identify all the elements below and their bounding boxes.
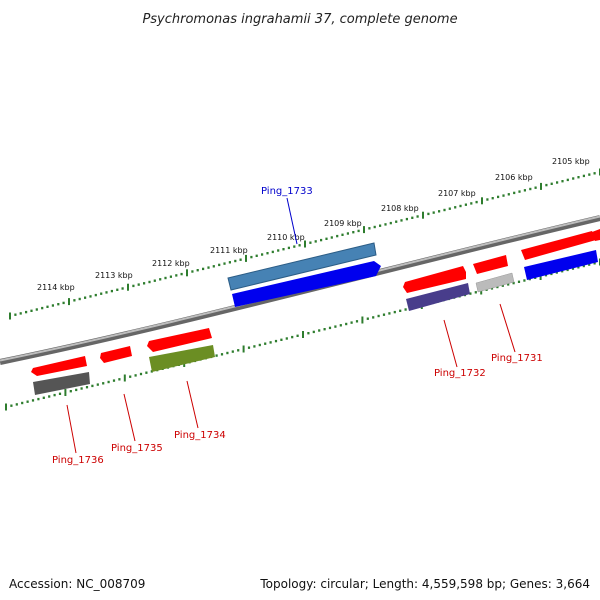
kbp-label: 2109 kbp [324,219,362,228]
kbp-labels: 2114 kbp 2113 kbp 2112 kbp 2111 kbp 2110… [37,157,590,292]
gene-arrow-blue-cds[interactable] [524,250,598,280]
gene-arrow-blue-cds[interactable] [232,261,381,307]
gene-arrow-red-cds[interactable] [403,266,466,293]
kbp-label: 2111 kbp [210,246,248,255]
kbp-label: 2110 kbp [267,233,305,242]
gene-arrow-red-cds[interactable] [31,356,87,376]
gene-label-ping-1732[interactable]: Ping_1732 [434,368,486,379]
gene-label-ping-1736[interactable]: Ping_1736 [52,455,104,466]
gene-arrow-red-cds[interactable] [521,231,596,260]
kbp-label: 2113 kbp [95,271,133,280]
gene-arrow-red-cds[interactable] [473,255,508,274]
gene-labels: Ping_1733 Ping_1732 Ping_1731 Ping_1734 … [52,186,543,466]
gene-arrow-ping-1731[interactable] [475,272,515,293]
genome-summary-text: Topology: circular; Length: 4,559,598 bp… [260,577,590,591]
kbp-label: 2106 kbp [495,173,533,182]
kbp-label: 2112 kbp [152,259,190,268]
gene-arrow-ping-1735[interactable] [100,346,132,363]
label-leaders [66,197,516,454]
gene-label-ping-1733[interactable]: Ping_1733 [261,186,313,197]
gene-arrow-ping-1733[interactable] [227,242,377,291]
gene-arrow-ping-1736[interactable] [33,372,90,395]
gene-features [31,229,600,395]
gene-label-ping-1735[interactable]: Ping_1735 [111,443,163,454]
map-title: Psychromonas ingrahamii 37, complete gen… [142,12,457,27]
kbp-label: 2105 kbp [552,157,590,166]
gene-label-ping-1731[interactable]: Ping_1731 [491,353,543,364]
gene-arrow-red-cds[interactable] [147,328,212,352]
gene-arrow-red-cds[interactable] [592,229,600,241]
gene-arrow-ping-1732[interactable] [406,283,470,311]
accession-text: Accession: NC_008709 [9,577,146,591]
kbp-tick-row-top [9,168,600,320]
kbp-label: 2114 kbp [37,283,75,292]
kbp-label: 2107 kbp [438,189,476,198]
kbp-label: 2108 kbp [381,204,419,213]
gene-arrow-ping-1734[interactable] [149,345,215,372]
gene-label-ping-1734[interactable]: Ping_1734 [174,430,226,441]
